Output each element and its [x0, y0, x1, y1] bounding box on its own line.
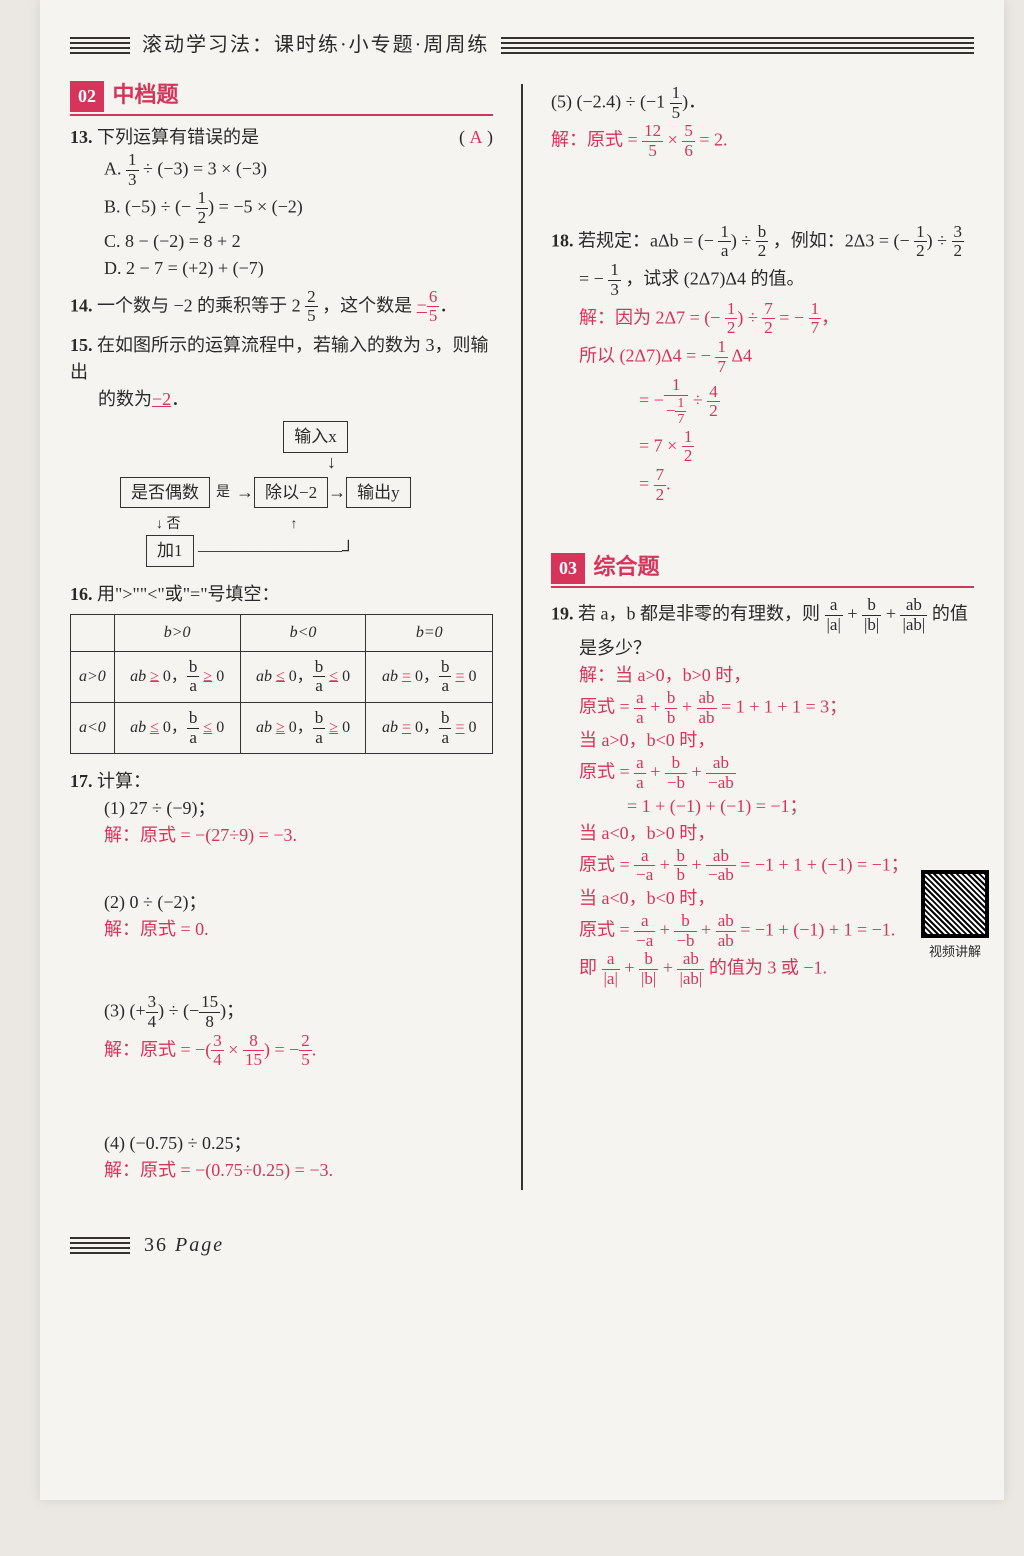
q13-opt-b: B. (−5) ÷ (− 12) = −5 × (−2) — [104, 189, 493, 227]
q13-opt-c: C. 8 − (−2) = 8 + 2 — [104, 228, 493, 255]
flow-judge: 是否偶数 — [120, 477, 210, 509]
q-stem: 用">""<"或"="号填空： — [97, 584, 280, 604]
section-02-heading: 02 中档题 — [70, 78, 493, 116]
section-badge: 02 — [70, 81, 104, 112]
flow-output: 输出y — [346, 477, 411, 509]
section-title: 综合题 — [594, 554, 660, 579]
section-03-heading: 03 综合题 — [551, 550, 974, 588]
q-stem: 计算： — [97, 771, 151, 791]
q-number: 15. — [70, 335, 93, 355]
flowchart: 输入x ↓ 是否偶数 是→ 除以−2→ 输出y ↓ 否↑ 加1 ————————… — [120, 421, 493, 567]
q16-table: b>0b<0b=0 a>0 ab ≥ 0，ba ≥ 0 ab ≤ 0，ba ≤ … — [70, 614, 493, 755]
column-divider — [521, 84, 523, 1190]
q17-4: (4) (−0.75) ÷ 0.25； — [104, 1130, 493, 1157]
section-rule — [70, 114, 493, 116]
section-badge: 03 — [551, 553, 585, 584]
footer-rule — [70, 1237, 130, 1254]
qr-code-icon[interactable] — [921, 870, 989, 938]
q18-sol: 解：因为 2Δ7 = (− 12) ÷ 72 = − 17， 所以 (2Δ7)Δ… — [579, 300, 974, 505]
page-footer: 36 Page — [70, 1230, 974, 1260]
flow-add: 加1 — [146, 535, 194, 567]
header-rule-left — [70, 37, 130, 54]
q17-1-sol: 解：原式 = −(27÷9) = −3. — [104, 822, 493, 849]
q13-opt-d: D. 2 − 7 = (+2) + (−7) — [104, 255, 493, 282]
section-rule — [551, 586, 974, 588]
question-13: 13. 下列运算有错误的是 ( A ) A. 13 ÷ (−3) = 3 × (… — [70, 124, 493, 282]
page-word: Page — [175, 1234, 224, 1256]
q17-5-sol: 解：原式 = 125 × 56 = 2. — [551, 122, 974, 160]
q-number: 14. — [70, 295, 93, 315]
q17-2: (2) 0 ÷ (−2)； — [104, 889, 493, 916]
q13-answer: A — [470, 127, 483, 147]
q17-5: (5) (−2.4) ÷ (−1 15)． 解：原式 = 125 × 56 = … — [551, 84, 974, 161]
flow-yes-label: 是 — [216, 482, 230, 503]
header-title: 滚动学习法：课时练·小专题·周周练 — [142, 30, 489, 60]
q-number: 18. — [551, 230, 574, 250]
question-19: 19. 若 a，b 都是非零的有理数，则 a|a| + b|b| + ab|ab… — [551, 596, 974, 988]
question-18: 18. 若规定：aΔb = (− 1a) ÷ b2 ，例如：2Δ3 = (− 1… — [551, 223, 974, 505]
q15-answer: −2 — [152, 389, 171, 409]
question-16: 16. 用">""<"或"="号填空： b>0b<0b=0 a>0 ab ≥ 0… — [70, 581, 493, 755]
q14-answer: −65 — [417, 295, 440, 315]
page-number: 36 — [144, 1234, 168, 1256]
q13-opt-a: A. 13 ÷ (−3) = 3 × (−3) — [104, 151, 493, 189]
flow-input: 输入x — [283, 421, 348, 453]
q-number: 17. — [70, 771, 93, 791]
q17-2-sol: 解：原式 = 0. — [104, 916, 493, 943]
question-14: 14. 一个数与 −2 的乘积等于 2 25 ，这个数是 −65． — [70, 288, 493, 326]
section-title: 中档题 — [113, 82, 179, 107]
q-number: 19. — [551, 604, 574, 624]
question-17: 17. 计算： (1) 27 ÷ (−9)； 解：原式 = −(27÷9) = … — [70, 768, 493, 1184]
q17-3: (3) (+34) ÷ (−158)； — [104, 993, 493, 1031]
q17-4-sol: 解：原式 = −(0.75÷0.25) = −3. — [104, 1157, 493, 1184]
header-rule-right — [501, 37, 974, 54]
q17-1: (1) 27 ÷ (−9)； — [104, 795, 493, 822]
q-number: 16. — [70, 584, 93, 604]
q19-sol: 解：当 a>0，b>0 时， 原式 = aa + bb + abab = 1 +… — [579, 662, 974, 989]
qr-caption: 视频讲解 — [921, 942, 989, 962]
flow-no-label: 否 — [167, 517, 181, 532]
flow-divide: 除以−2 — [254, 477, 328, 509]
left-column: 02 中档题 13. 下列运算有错误的是 ( A ) A. 13 ÷ (−3) … — [70, 78, 493, 1190]
right-column: (5) (−2.4) ÷ (−1 15)． 解：原式 = 125 × 56 = … — [551, 78, 974, 1190]
page-header: 滚动学习法：课时练·小专题·周周练 — [70, 30, 974, 60]
q17-3-sol: 解：原式 = −(34 × 815) = −25. — [104, 1032, 493, 1070]
question-15: 15. 在如图所示的运算流程中，若输入的数为 3，则输出 的数为−2． 输入x … — [70, 332, 493, 567]
q-stem: 下列运算有错误的是 — [97, 127, 259, 147]
q-number: 13. — [70, 127, 93, 147]
qr-block: 视频讲解 — [921, 870, 989, 962]
